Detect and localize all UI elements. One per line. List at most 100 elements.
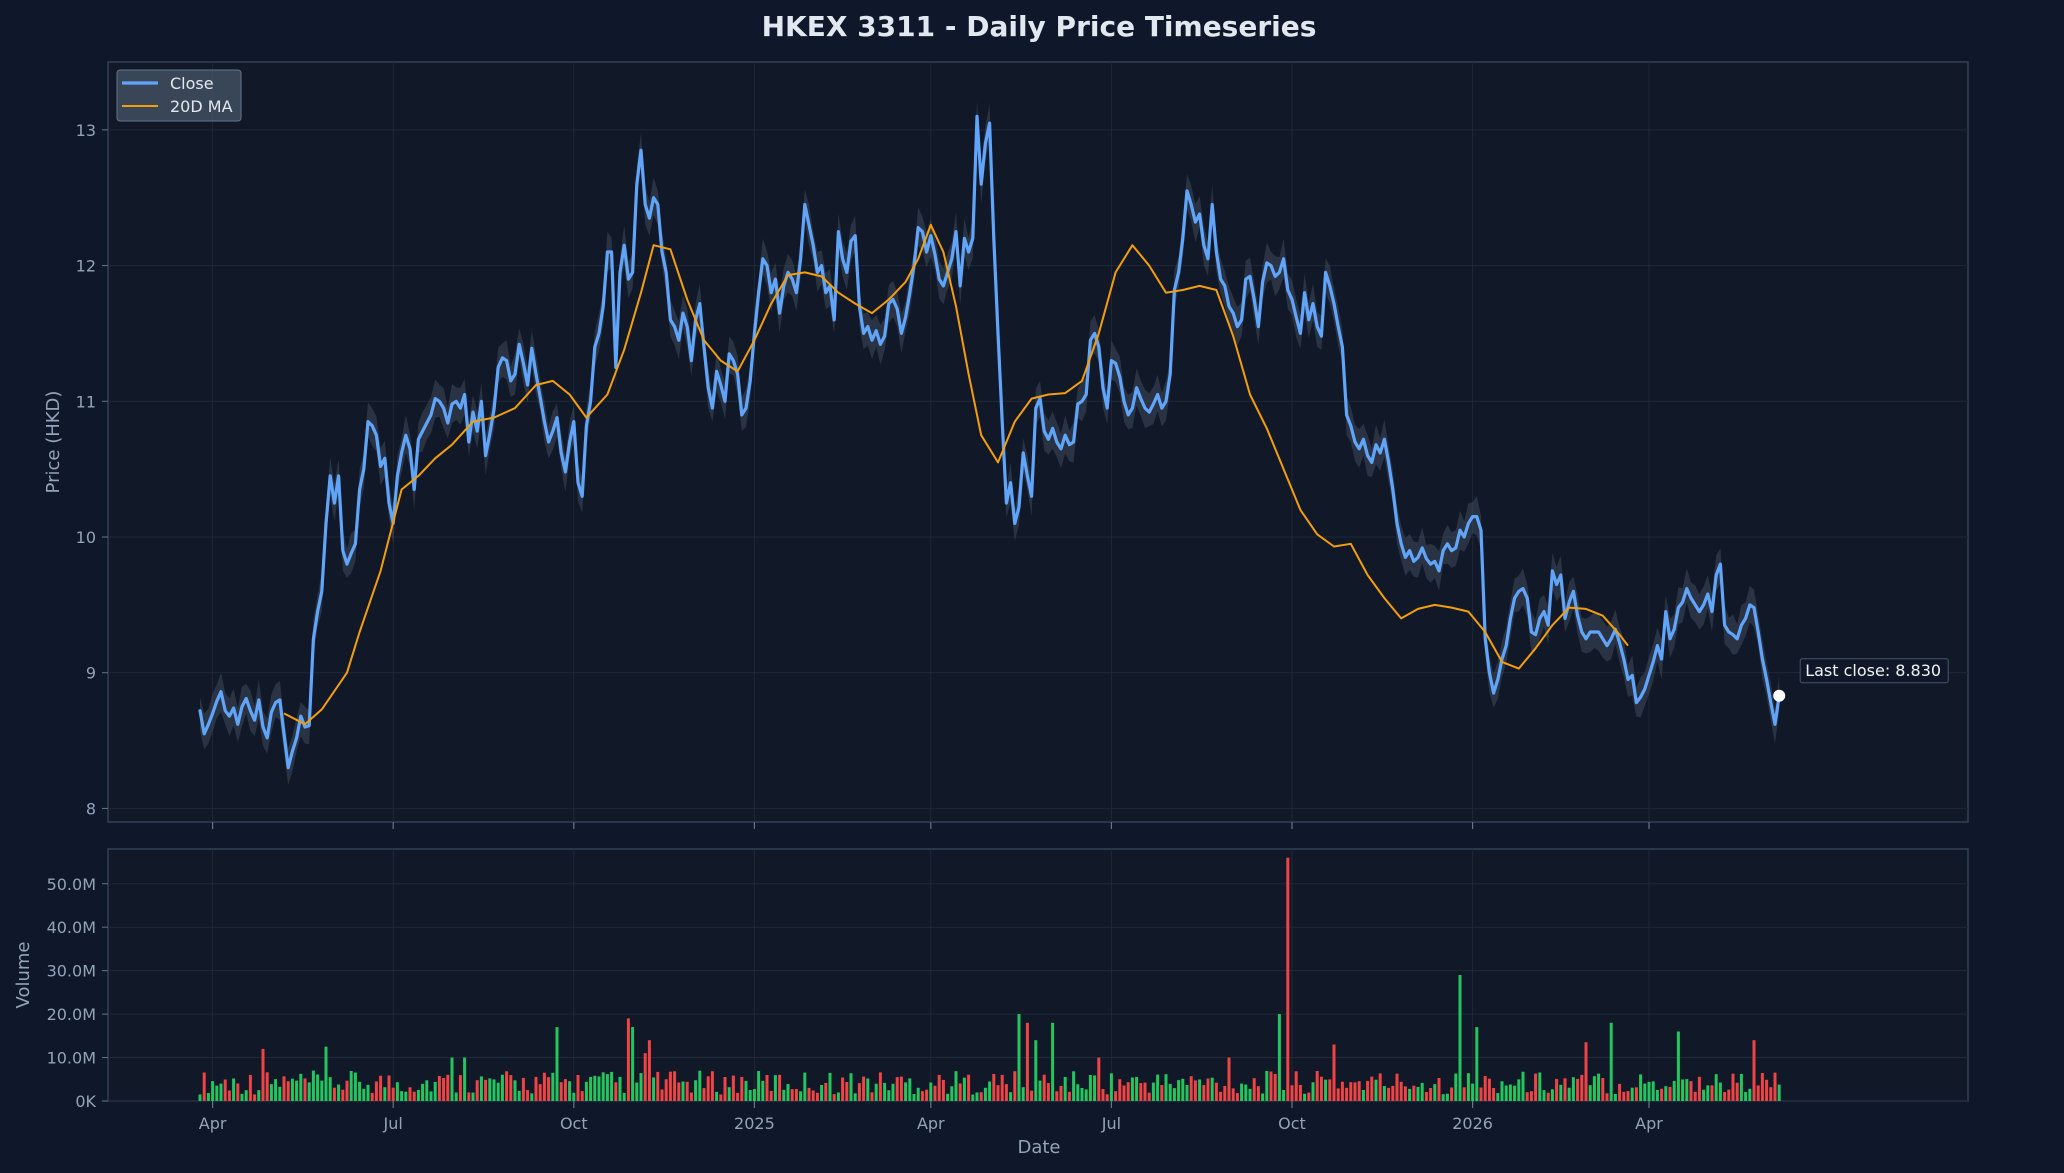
volume-bar [244, 1090, 248, 1101]
volume-bar [824, 1083, 828, 1101]
price-y-ticks: 8 9 10 11 12 13 [76, 121, 108, 818]
volume-bar [933, 1085, 937, 1101]
volume-bar [656, 1071, 660, 1101]
volume-bar [1231, 1088, 1235, 1101]
volume-bar [765, 1075, 769, 1101]
volume-y-tick-label: 0K [75, 1092, 96, 1111]
volume-bar [639, 1073, 643, 1101]
volume-y-tick-label: 30.0M [47, 962, 96, 981]
volume-bar [1504, 1085, 1508, 1101]
volume-bar [773, 1075, 777, 1101]
volume-bar [1387, 1087, 1391, 1101]
volume-bar [1676, 1031, 1680, 1101]
volume-bar [1508, 1084, 1512, 1101]
volume-panel-background [107, 848, 1969, 1102]
volume-bar [1017, 1014, 1021, 1101]
volume-bar [563, 1079, 567, 1101]
volume-bar [1479, 1087, 1483, 1101]
volume-bar [1723, 1092, 1727, 1101]
volume-bar [265, 1072, 269, 1101]
volume-bar [891, 1083, 895, 1101]
volume-bar [1718, 1082, 1722, 1101]
volume-bar [1076, 1084, 1080, 1101]
volume-bar [198, 1094, 202, 1101]
volume-bar [492, 1079, 496, 1101]
legend-close-label: Close [170, 74, 214, 93]
volume-bar [1626, 1091, 1630, 1101]
volume-bar [1290, 1085, 1294, 1101]
volume-bar [1172, 1088, 1176, 1101]
volume-bar [652, 1077, 656, 1101]
volume-bar [328, 1077, 332, 1101]
volume-bar [597, 1076, 601, 1101]
volume-bar [337, 1084, 341, 1101]
volume-bar [1534, 1073, 1538, 1101]
volume-bar [1500, 1081, 1504, 1101]
volume-bar [580, 1091, 584, 1101]
volume-bar [715, 1091, 719, 1101]
volume-bar [391, 1087, 395, 1101]
close-line [198, 114, 1781, 770]
volume-bar [1193, 1080, 1197, 1101]
volume-bar [794, 1089, 798, 1101]
volume-bar [912, 1094, 916, 1101]
volume-bar [983, 1087, 987, 1101]
volume-bar [1004, 1084, 1008, 1101]
volume-bar [261, 1048, 265, 1101]
ma-20d-line [283, 223, 1629, 726]
volume-bar [727, 1087, 731, 1101]
volume-bar [416, 1090, 420, 1101]
volume-bar [731, 1075, 735, 1101]
volume-bar [950, 1086, 954, 1101]
volume-bar [1034, 1040, 1038, 1101]
volume-bar [274, 1079, 278, 1101]
volume-bar [1000, 1074, 1004, 1101]
volume-bar [1353, 1082, 1357, 1101]
volume-bar [1613, 1094, 1617, 1101]
volume-bar [820, 1085, 824, 1101]
volume-bar [1240, 1083, 1244, 1101]
volume-bar [1513, 1085, 1517, 1101]
volume-bar [1597, 1073, 1601, 1101]
volume-bar [526, 1090, 530, 1101]
volume-bar [967, 1074, 971, 1101]
volume-bar [542, 1072, 546, 1101]
price-y-tick-label: 8 [86, 799, 96, 818]
volume-bar [904, 1082, 908, 1101]
volume-bar [1756, 1085, 1760, 1101]
volume-bar [1374, 1079, 1378, 1101]
price-grid [108, 62, 1968, 822]
volume-bar [429, 1091, 433, 1101]
volume-bar [1580, 1074, 1584, 1101]
volume-bar [1114, 1091, 1118, 1101]
volume-bar [1647, 1081, 1651, 1101]
volume-y-tick-label: 20.0M [47, 1005, 96, 1024]
x-tick-label: Jul [383, 1114, 403, 1133]
price-panel: 8 9 10 11 12 13 Last close: 8.830 Price (HKD) [43, 61, 1969, 823]
volume-bar [740, 1077, 744, 1101]
volume-bar [1252, 1078, 1256, 1101]
volume-bar [1261, 1093, 1265, 1101]
volume-bar [1773, 1072, 1777, 1101]
volume-bar [1437, 1078, 1441, 1101]
volume-bar [1475, 1027, 1479, 1101]
volume-bar [1634, 1087, 1638, 1101]
volume-bar [946, 1093, 950, 1101]
volume-bar [1046, 1083, 1050, 1101]
volume-bar [1319, 1076, 1323, 1101]
volume-bar [673, 1071, 677, 1101]
volume-bar [920, 1091, 924, 1101]
volume-bar [437, 1076, 441, 1101]
x-axis-label: Date [1017, 1137, 1060, 1158]
volume-bar [857, 1083, 861, 1101]
volume-bar [412, 1091, 416, 1101]
volume-bar [1567, 1087, 1571, 1101]
volume-bar [1130, 1077, 1134, 1101]
volume-bar [1450, 1087, 1454, 1101]
volume-bar [1059, 1085, 1063, 1101]
price-y-tick-label: 12 [76, 257, 96, 276]
volume-bar [1727, 1089, 1731, 1101]
volume-bar [1525, 1092, 1529, 1101]
volume-bar [1185, 1085, 1189, 1101]
volume-bar [1689, 1081, 1693, 1101]
